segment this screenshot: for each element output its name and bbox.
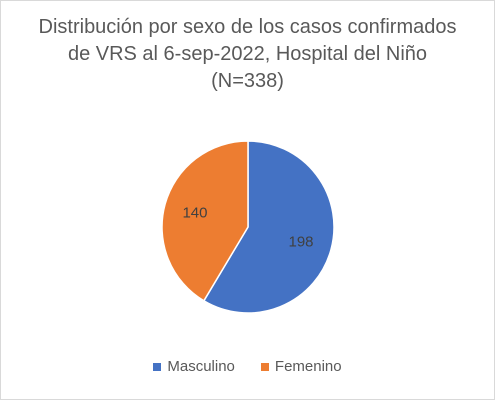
data-label-masculino: 198 [288,234,313,251]
chart-title: Distribución por sexo de los casos confi… [0,14,495,95]
legend-label-masculino: Masculino [167,358,235,375]
chart-title-line-1: Distribución por sexo de los casos confi… [38,16,457,38]
legend-swatch-masculino [153,362,162,371]
data-label-femenino: 140 [182,204,207,221]
pie-slice-masculino [202,140,335,314]
legend-item-masculino: Masculino [153,358,235,375]
chart-title-line-2: de VRS al 6-sep-2022, Hospital del Niño [67,43,428,65]
legend-swatch-femenino [260,362,269,371]
legend-label-femenino: Femenino [274,358,342,375]
pie-slice-femenino [161,140,249,302]
legend-item-femenino: Femenino [260,358,342,375]
chart-title-line-3: (N=338) [211,70,284,92]
legend: Masculino Femenino [0,358,495,375]
